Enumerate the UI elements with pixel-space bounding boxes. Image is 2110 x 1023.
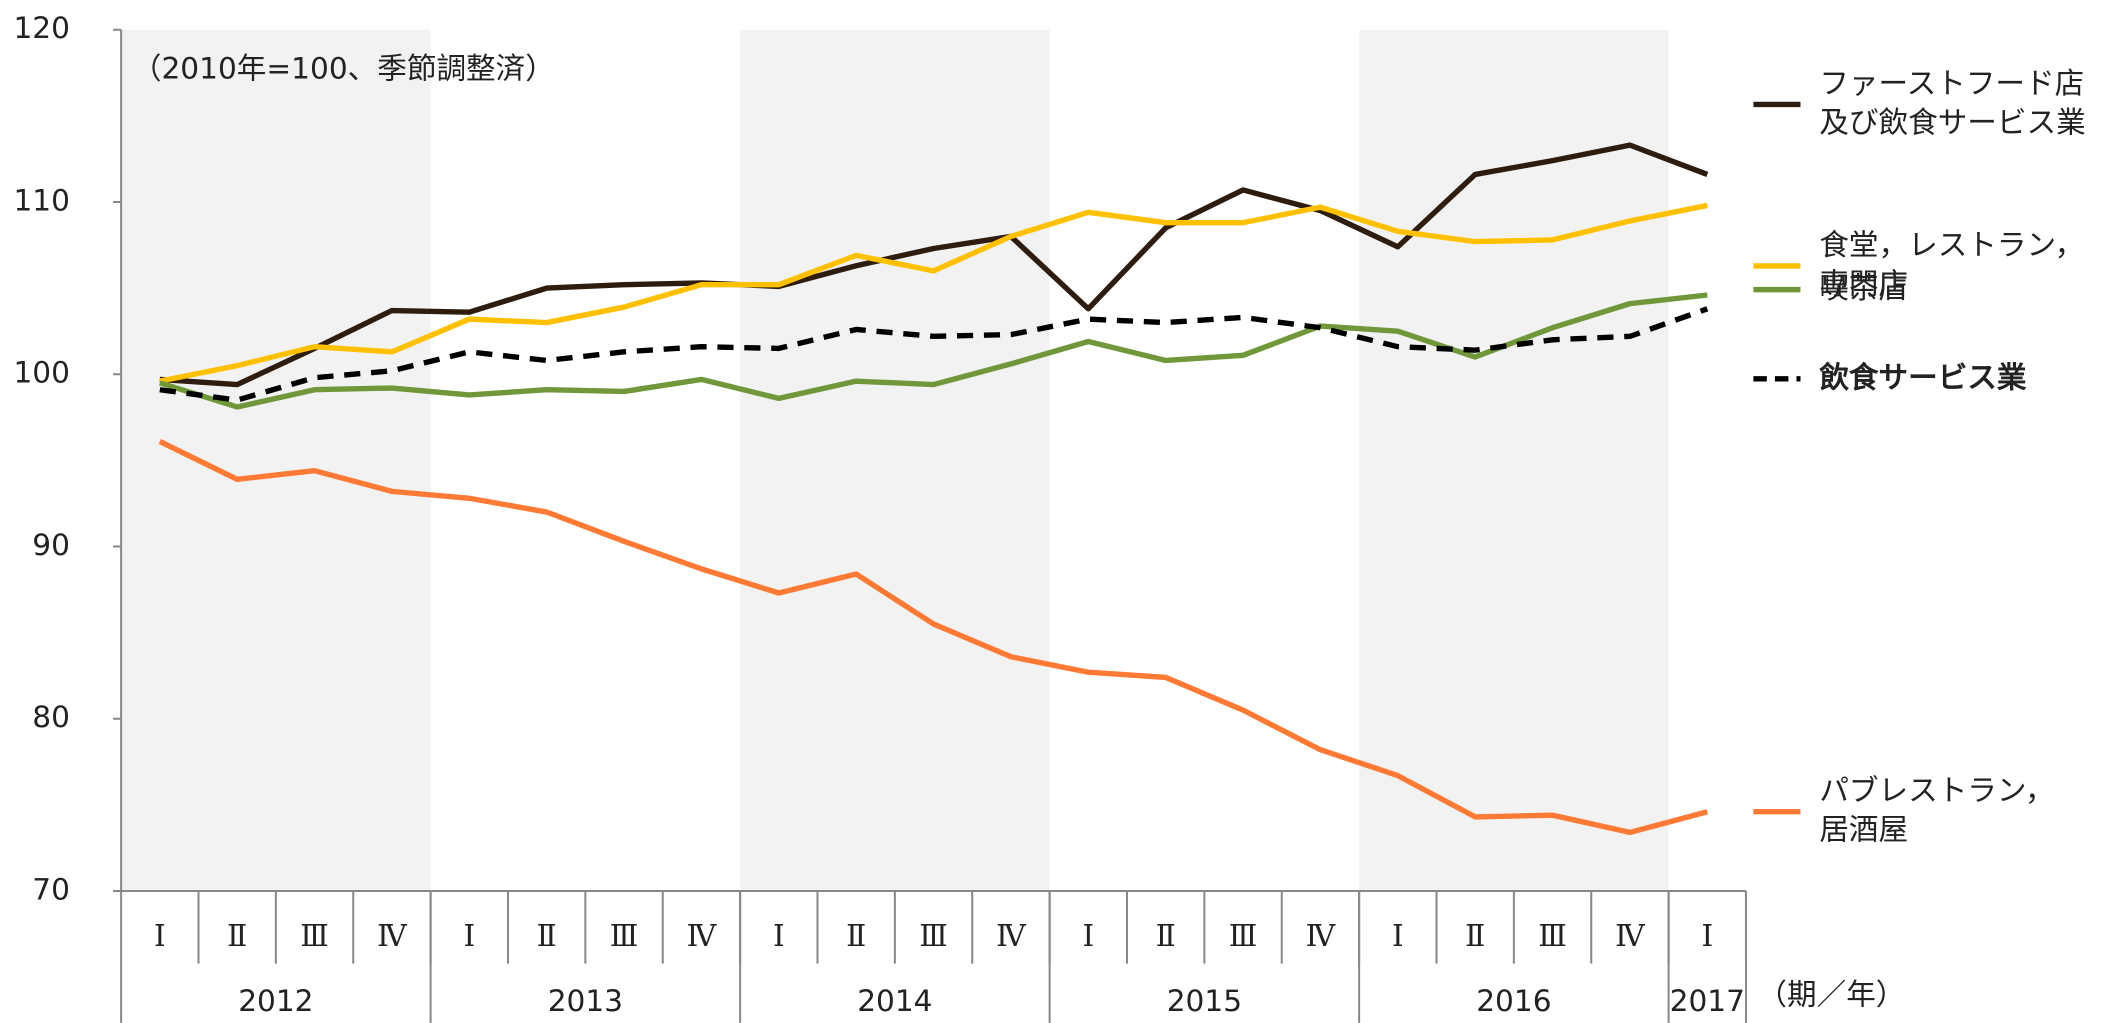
year-label: 2012 [238, 984, 313, 1018]
x-tick-label: Ⅳ [687, 919, 717, 953]
legend-label: 飲食サービス業 [1819, 360, 2027, 394]
x-tick-label: Ⅳ [1615, 919, 1645, 953]
y-tick-label: 90 [32, 528, 70, 562]
axes: 2012 2013 2014 2015 2016 2017 70 80 90 100 110 120 Ⅰ… [13, 11, 1748, 1023]
legend-label: ファーストフード店 [1819, 66, 2084, 100]
legend-label: 専門店 [1819, 267, 1908, 301]
y-tick-label: 100 [13, 356, 69, 390]
x-tick-label: Ⅳ [1306, 919, 1336, 953]
y-tick-label: 70 [32, 872, 70, 906]
x-tick-label: Ⅱ [846, 919, 866, 953]
year-shade [1359, 29, 1669, 891]
year-label: 2013 [548, 984, 623, 1018]
year-label: 2016 [1476, 984, 1551, 1018]
x-tick-label: Ⅰ [463, 919, 475, 953]
x-tick-label: Ⅲ [919, 919, 948, 953]
x-tick-label: Ⅰ [773, 919, 785, 953]
annotation: （2010年=100、季節調整済） [132, 52, 555, 86]
legend-label: 及び飲食サービス業 [1819, 105, 2085, 139]
x-tick-label: Ⅱ [1156, 919, 1176, 953]
background [121, 29, 1669, 891]
series-line [159, 306, 1709, 403]
x-tick-label: Ⅲ [1538, 919, 1567, 953]
y-tick-label: 80 [32, 700, 70, 734]
year-shade [740, 29, 1050, 891]
y-tick-label: 110 [13, 183, 69, 217]
x-tick-label: Ⅲ [610, 919, 639, 953]
x-tick-label: Ⅰ [1392, 919, 1404, 953]
legend-label: 居酒屋 [1819, 813, 1908, 847]
x-tick-label: Ⅰ [1701, 919, 1713, 953]
series-line [158, 439, 1709, 836]
x-tick-label: Ⅳ [996, 919, 1026, 953]
x-tick-label: Ⅰ [1082, 919, 1094, 953]
x-tick-label: Ⅰ [154, 919, 166, 953]
series-line [159, 142, 1709, 388]
year-label: 2017 [1670, 984, 1745, 1018]
x-tick-label: Ⅳ [377, 919, 407, 953]
x-tick-label: Ⅱ [1465, 919, 1485, 953]
x-tick-label: Ⅱ [537, 919, 557, 953]
y-tick-label: 120 [13, 11, 69, 45]
year-label: 2014 [857, 984, 932, 1018]
legend-label: 喫茶店 [1819, 271, 1908, 305]
legend-label: 食堂，レストラン， [1819, 228, 2084, 262]
year-label: 2015 [1167, 984, 1242, 1018]
year-shade [121, 29, 431, 891]
x-tick-label: Ⅲ [300, 919, 329, 953]
legend-label: パブレストラン， [1819, 774, 2054, 808]
x-tick-label: Ⅱ [227, 919, 247, 953]
x-tick-label: Ⅲ [1229, 919, 1258, 953]
x-unit: （期／年） [1757, 977, 1905, 1011]
series-line [159, 202, 1708, 384]
